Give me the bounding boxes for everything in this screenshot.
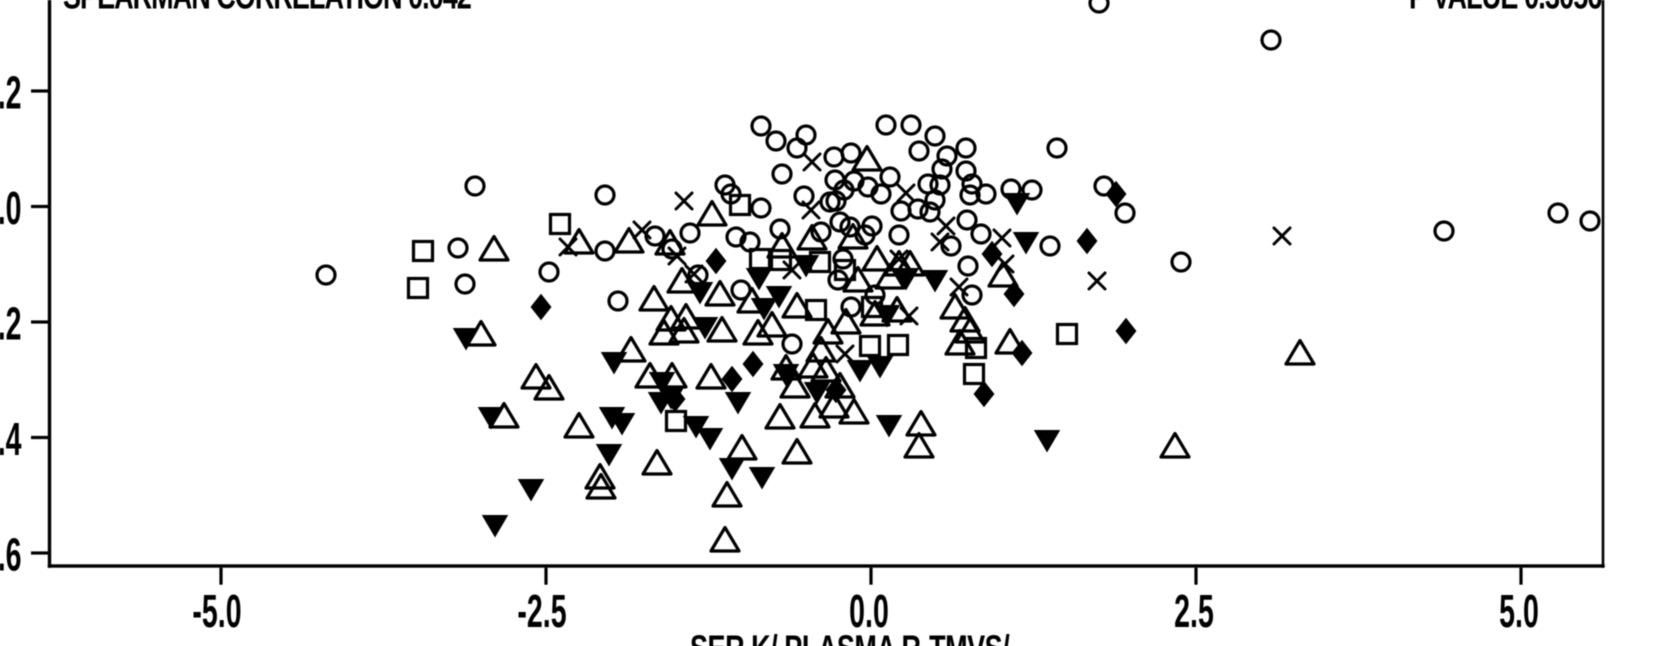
svg-text:0.2: 0.2 <box>0 68 22 120</box>
svg-text:SPEARMAN CORRELATION 0.042: SPEARMAN CORRELATION 0.042 <box>63 0 472 16</box>
svg-text:SER K/ PLASMA R-TMVS/: SER K/ PLASMA R-TMVS/ <box>690 628 1010 646</box>
svg-text:P VALUE 0.3056: P VALUE 0.3056 <box>1409 0 1602 16</box>
svg-text:-0.2: -0.2 <box>0 299 22 351</box>
svg-text:-2.5: -2.5 <box>517 586 566 638</box>
svg-text:-5.0: -5.0 <box>192 586 241 638</box>
svg-text:0.0: 0.0 <box>0 183 22 235</box>
svg-text:0.0: 0.0 <box>849 586 889 638</box>
svg-text:-0.6: -0.6 <box>0 530 22 582</box>
svg-text:-0.4: -0.4 <box>0 414 22 466</box>
svg-text:5.0: 5.0 <box>1499 586 1539 638</box>
svg-text:2.5: 2.5 <box>1174 586 1214 638</box>
